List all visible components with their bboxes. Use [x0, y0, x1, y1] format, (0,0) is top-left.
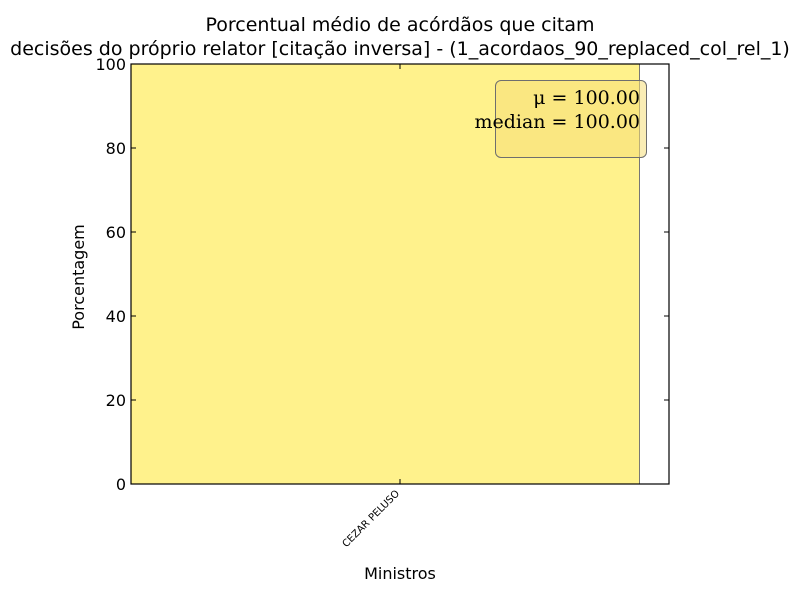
stats-annotation-box: μ = 100.00 median = 100.00 — [474, 80, 647, 158]
x-tick-label: CEZAR PELUSO — [341, 488, 403, 550]
chart-title-line-1: Porcentual médio de acórdãos que citam — [205, 14, 595, 36]
y-tick-label: 40 — [106, 307, 126, 326]
y-tick-label: 0 — [116, 475, 126, 494]
y-tick-label: 100 — [95, 55, 126, 74]
mean-label: μ = 100.00 — [533, 87, 640, 109]
chart-title-line-2: decisões do próprio relator [citação inv… — [10, 38, 790, 60]
y-tick-label: 20 — [106, 391, 126, 410]
y-tick-label: 80 — [106, 139, 126, 158]
y-axis-label: Porcentagem — [69, 224, 88, 330]
y-tick-label: 60 — [106, 223, 126, 242]
x-axis-label: Ministros — [364, 564, 436, 583]
median-label: median = 100.00 — [474, 111, 640, 133]
